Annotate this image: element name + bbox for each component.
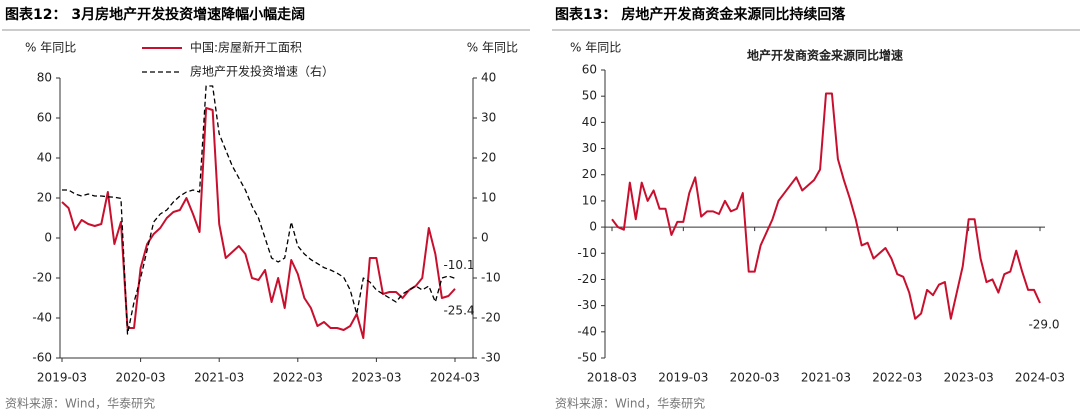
x-tick-label: 2020-03 <box>116 371 166 385</box>
chart-subtitle: 地产开发商资金来源同比增速 <box>747 48 903 63</box>
y-tick-label: -10 <box>577 246 597 260</box>
x-tick-label: 2019-03 <box>658 371 708 385</box>
source-note: 资料来源：Wind，华泰研究 <box>555 396 705 411</box>
x-tick-label: 2020-03 <box>730 371 780 385</box>
y-tick-label: -20 <box>577 272 597 286</box>
y-tick-label: 80 <box>37 71 52 85</box>
y2-tick-label: -10 <box>481 271 501 285</box>
x-tick-label: 2018-03 <box>587 371 637 385</box>
y-tick-label: 60 <box>37 111 52 125</box>
y-axis-label: % 年同比 <box>570 41 621 55</box>
y2-tick-label: -20 <box>481 311 501 325</box>
y-tick-label: -40 <box>577 324 597 338</box>
legend-label: 房地产开发投资增速（右） <box>190 64 334 79</box>
y-tick-label: 10 <box>582 193 597 207</box>
y2-tick-label: 0 <box>481 231 489 245</box>
chart-title: 图表13： 房地产开发商资金来源同比持续回落 <box>555 6 846 23</box>
value-label: -25.4 <box>443 303 474 317</box>
y2-tick-label: 40 <box>481 71 496 85</box>
y2-tick-label: 30 <box>481 111 496 125</box>
legend-label: 中国:房屋新开工面积 <box>190 40 302 55</box>
y-tick-label: 50 <box>582 89 597 103</box>
value-label: -10.1 <box>443 258 474 272</box>
series-line <box>61 107 456 339</box>
x-tick-label: 2021-03 <box>801 371 851 385</box>
y2-tick-label: 20 <box>481 151 496 165</box>
x-tick-label: 2021-03 <box>194 371 244 385</box>
y2-tick-label: 10 <box>481 191 496 205</box>
x-tick-label: 2023-03 <box>351 371 401 385</box>
y2-axis-label: % 年同比 <box>467 41 518 55</box>
y-tick-label: -40 <box>32 311 52 325</box>
y-tick-label: 0 <box>589 220 597 234</box>
chart-title: 图表12： 3月房地产开发投资增速降幅小幅走阔 <box>5 6 305 23</box>
y-tick-label: 0 <box>44 231 52 245</box>
x-tick-label: 2022-03 <box>872 371 922 385</box>
x-tick-label: 2024-03 <box>1015 371 1065 385</box>
y-tick-label: 40 <box>582 115 597 129</box>
y-axis-label: % 年同比 <box>25 41 76 55</box>
y-tick-label: 30 <box>582 141 597 155</box>
y-tick-label: -60 <box>32 351 52 365</box>
y-tick-label: -50 <box>577 351 597 365</box>
value-label: -29.0 <box>1028 318 1059 332</box>
y-tick-label: -30 <box>577 298 597 312</box>
y-tick-label: 20 <box>37 191 52 205</box>
x-tick-label: 2024-03 <box>430 371 480 385</box>
x-tick-label: 2022-03 <box>273 371 323 385</box>
y-tick-label: 40 <box>37 151 52 165</box>
y-tick-label: 60 <box>582 63 597 77</box>
series-line <box>611 92 1041 320</box>
y2-tick-label: -30 <box>481 351 501 365</box>
x-tick-label: 2019-03 <box>37 371 87 385</box>
x-tick-label: 2023-03 <box>944 371 994 385</box>
y-tick-label: 20 <box>582 167 597 181</box>
series-line <box>62 85 456 335</box>
y-tick-label: -20 <box>32 271 52 285</box>
source-note: 资料来源：Wind，华泰研究 <box>5 396 155 411</box>
